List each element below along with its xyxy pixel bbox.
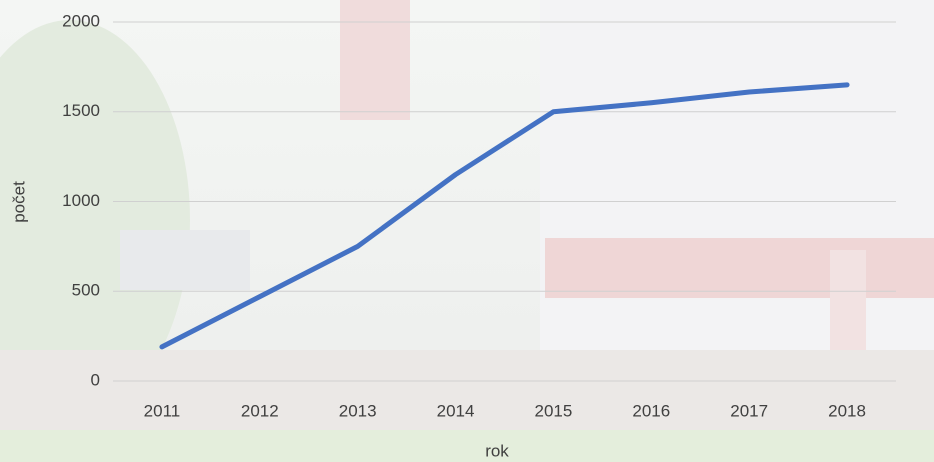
x-tick-label: 2012 [241, 401, 279, 420]
x-tick-label: 2013 [339, 401, 377, 420]
x-tick-label: 2015 [535, 401, 573, 420]
data-line [159, 82, 850, 350]
x-axis-title: rok [485, 441, 509, 460]
y-tick-label: 1000 [62, 191, 100, 210]
x-tick-label: 2016 [632, 401, 670, 420]
y-tick-label: 500 [72, 281, 100, 300]
y-tick-label: 0 [91, 370, 100, 389]
y-axis-title: počet [9, 181, 28, 223]
x-tick-label: 2018 [828, 401, 866, 420]
y-tick-label: 1500 [62, 101, 100, 120]
y-tick-label: 2000 [62, 11, 100, 30]
x-tick-label: 2017 [730, 401, 768, 420]
x-tick-label: 2011 [144, 401, 181, 420]
x-tick-label: 2014 [437, 401, 475, 420]
